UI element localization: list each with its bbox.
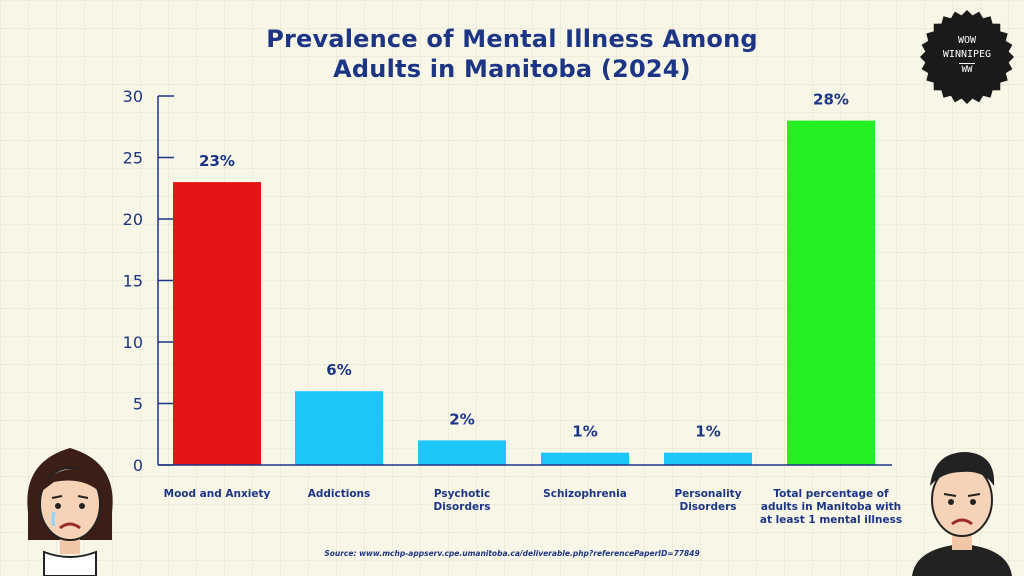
- sad-man-illustration: [912, 452, 1012, 576]
- bar: [664, 452, 752, 465]
- x-tick-label: Schizophrenia: [543, 488, 627, 500]
- y-tick-label: 0: [133, 456, 143, 475]
- y-tick-label: 25: [123, 149, 143, 168]
- x-tick-label: Mood and Anxiety: [164, 488, 271, 500]
- x-tick-label: Total percentage of adults in Manitoba wi…: [760, 488, 902, 526]
- bar: [787, 120, 875, 465]
- bar: [418, 440, 506, 465]
- chart-title-line-1: Prevalence of Mental Illness Among: [266, 25, 758, 53]
- wow-winnipeg-badge-logo: [920, 10, 1014, 104]
- value-labels: 23% 6% 2% 1% 1% 28%: [199, 91, 849, 441]
- bar-value-label: 1%: [572, 423, 597, 441]
- y-tick-label: 5: [133, 395, 143, 414]
- source-note: Source: www.mchp-appserv.cpe.umanitoba.c…: [324, 549, 700, 558]
- x-tick-label: Personality Disorders: [674, 488, 741, 513]
- chart-title: Prevalence of Mental Illness Among Adult…: [0, 24, 1024, 84]
- bar: [541, 452, 629, 465]
- y-tick-label: 10: [123, 333, 143, 352]
- sad-woman-illustration: [27, 448, 113, 576]
- y-tick-label: 15: [123, 272, 143, 291]
- chart-title-line-2: Adults in Manitoba (2024): [333, 55, 691, 83]
- x-axis-labels: Mood and Anxiety Addictions Psychotic Disor…: [164, 488, 903, 526]
- x-tick-label: Psychotic Disorders: [433, 488, 490, 513]
- badge-line-2: WINNIPEG: [942, 49, 992, 60]
- bar-value-label: 1%: [695, 423, 720, 441]
- bar-value-label: 28%: [813, 91, 849, 109]
- badge-line-1: WOW: [957, 35, 977, 46]
- bar-value-label: 23%: [199, 152, 235, 170]
- y-tick-label: 30: [123, 87, 143, 106]
- bar: [295, 391, 383, 465]
- badge-line-3: WW: [959, 63, 975, 76]
- badge-text: WOW WINNIPEG WW: [919, 34, 1015, 76]
- bar-value-label: 6%: [326, 361, 351, 379]
- bar-value-label: 2%: [449, 410, 474, 428]
- axes: [157, 96, 892, 466]
- y-tick-label: 20: [123, 210, 143, 229]
- bar: [173, 182, 261, 465]
- y-axis-labels: 0 5 10 15 20 25 30: [123, 87, 174, 475]
- x-tick-label: Addictions: [308, 488, 371, 500]
- bars: [173, 120, 875, 465]
